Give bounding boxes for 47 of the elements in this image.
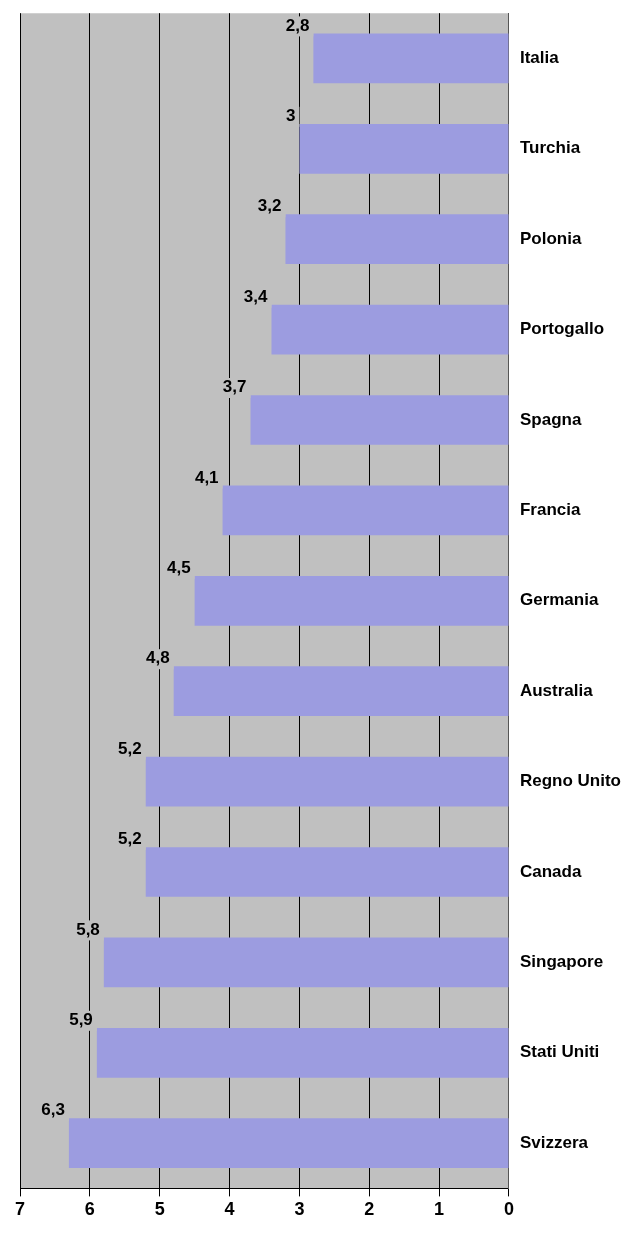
bar — [313, 33, 509, 84]
data-label: 6,3 — [41, 1100, 65, 1120]
y-tick-label: Svizzera — [519, 1132, 589, 1152]
bar — [173, 666, 509, 717]
bar — [145, 847, 509, 897]
data-label: 5,9 — [69, 1009, 93, 1029]
data-label: 3 — [285, 105, 296, 125]
data-label: 5,2 — [118, 738, 142, 758]
y-tick-label: Stati Uniti — [519, 1042, 600, 1062]
bar — [194, 575, 509, 626]
x-tick-label: 3 — [294, 1199, 305, 1220]
x-tick-label: 1 — [434, 1199, 445, 1220]
bar — [250, 395, 509, 445]
y-tick-label: Spagna — [519, 409, 582, 429]
y-tick-label: Singapore — [519, 952, 604, 972]
data-label: 5,2 — [118, 829, 142, 849]
x-tick-label: 4 — [224, 1199, 235, 1220]
data-label: 2,8 — [285, 15, 310, 35]
x-tick-label: 2 — [364, 1199, 375, 1220]
y-tick-label: Turchia — [519, 138, 581, 158]
bar — [103, 937, 509, 988]
y-tick-label: Francia — [519, 500, 581, 520]
y-tick-label: Italia — [519, 48, 560, 68]
x-tick-label: 7 — [14, 1199, 26, 1220]
data-label: 5,8 — [76, 919, 100, 939]
bar — [285, 214, 509, 265]
x-tick-label: 5 — [154, 1199, 165, 1220]
bar — [222, 485, 509, 536]
bar — [96, 1027, 509, 1078]
bar — [68, 1118, 509, 1169]
data-label: 3,7 — [222, 377, 247, 397]
bar — [271, 304, 509, 355]
data-label: 4,5 — [166, 557, 191, 577]
y-tick-label: Australia — [519, 680, 594, 700]
bar — [145, 756, 509, 807]
data-label: 3,2 — [257, 196, 282, 216]
y-tick-label: Regno Unito — [519, 771, 622, 791]
data-label: 4,8 — [146, 648, 170, 668]
x-tick-label: 6 — [84, 1199, 95, 1220]
y-tick-label: Portogallo — [519, 319, 605, 339]
y-tick-label: Polonia — [519, 228, 582, 248]
bar — [299, 123, 509, 174]
y-tick-label: Canada — [519, 861, 582, 881]
data-label: 4,1 — [194, 467, 219, 487]
data-label: 3,4 — [243, 286, 268, 306]
y-tick-label: Germania — [519, 590, 599, 610]
x-tick-label: 0 — [503, 1199, 514, 1220]
